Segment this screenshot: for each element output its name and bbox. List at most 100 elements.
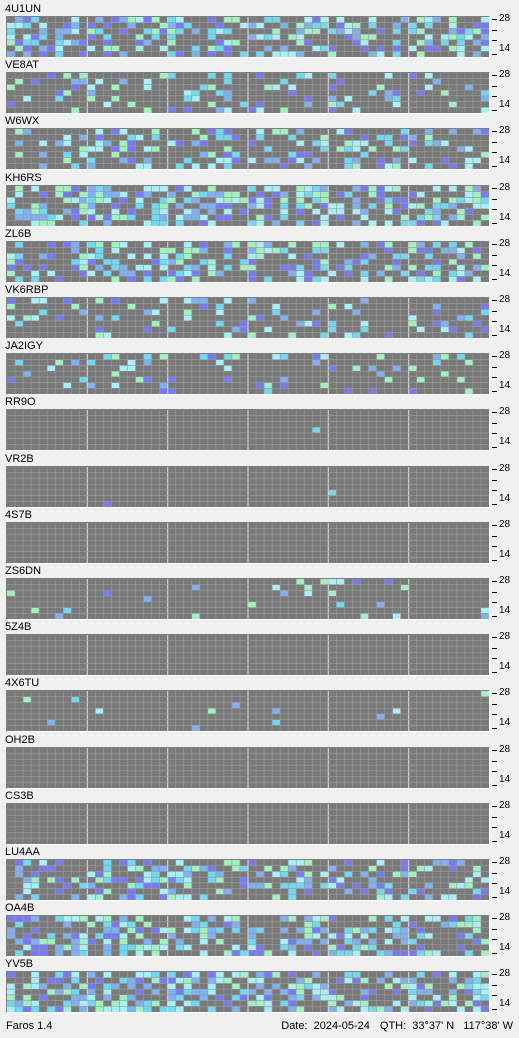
signal-cell <box>191 276 200 282</box>
signal-cell <box>432 860 441 866</box>
axis-label-bottom: 14 <box>499 268 511 279</box>
axis-tick <box>492 96 497 97</box>
signal-cell <box>352 157 361 164</box>
signal-cell <box>392 90 401 96</box>
axis-tick <box>492 939 497 940</box>
signal-cell <box>111 315 120 321</box>
signal-cell <box>312 972 321 978</box>
signal-cell <box>416 220 425 226</box>
signal-cell <box>127 134 136 141</box>
signal-cell <box>456 253 465 260</box>
signal-cell <box>376 157 385 164</box>
signal-cell <box>320 242 329 248</box>
signal-cell <box>328 489 337 496</box>
signal-cell <box>87 45 96 52</box>
signal-cell <box>384 916 393 922</box>
signal-cell <box>71 977 80 984</box>
signal-cell <box>119 860 128 866</box>
signal-cell <box>15 894 24 900</box>
signal-cell <box>199 894 208 900</box>
signal-cell <box>159 247 168 254</box>
signal-cell <box>31 972 40 978</box>
signal-cell <box>103 994 112 1001</box>
signal-cell <box>207 927 216 934</box>
signal-cell <box>7 303 16 310</box>
signal-cell <box>87 994 96 1001</box>
axis-tick <box>492 750 497 751</box>
signal-cell <box>376 163 385 169</box>
signal-cell <box>480 197 489 204</box>
propagation-grid <box>6 578 490 620</box>
signal-cell <box>47 989 56 995</box>
signal-cell <box>432 359 441 366</box>
propagation-grid-svg <box>7 748 489 788</box>
signal-cell <box>79 203 88 209</box>
signal-cell <box>151 208 160 215</box>
signal-cell <box>111 933 120 939</box>
signal-cell <box>103 944 112 951</box>
signal-cell <box>215 45 224 52</box>
signal-cell <box>135 916 144 922</box>
signal-cell <box>15 39 24 46</box>
signal-cell <box>191 197 200 204</box>
axis-tick <box>492 335 497 336</box>
signal-cell <box>280 197 289 204</box>
signal-cell <box>456 276 465 282</box>
station-panel: JA2IGY 28 14 <box>0 339 519 395</box>
axis-tick <box>492 862 497 863</box>
signal-cell <box>352 938 361 945</box>
signal-cell <box>472 865 481 872</box>
signal-cell <box>344 140 353 147</box>
signal-cell <box>135 950 144 956</box>
signal-cell <box>248 1000 257 1007</box>
signal-cell <box>304 921 313 928</box>
signal-cell <box>63 208 72 215</box>
signal-cell <box>47 933 56 939</box>
signal-cell <box>191 972 200 978</box>
signal-cell <box>119 28 128 35</box>
station-callsign: VE8AT <box>5 59 40 71</box>
signal-cell <box>376 894 385 900</box>
signal-cell <box>135 34 144 40</box>
signal-cell <box>175 938 184 945</box>
signal-cell <box>23 916 32 922</box>
signal-cell <box>39 203 48 209</box>
signal-cell <box>127 359 136 366</box>
signal-cell <box>135 977 144 984</box>
signal-cell <box>320 382 329 389</box>
signal-cell <box>368 938 377 945</box>
signal-cell <box>360 989 369 995</box>
signal-cell <box>159 45 168 52</box>
frequency-axis: 28 14 <box>492 519 519 564</box>
signal-cell <box>320 45 329 52</box>
signal-cell <box>400 270 409 277</box>
axis-tick <box>492 279 497 280</box>
signal-cell <box>432 45 441 52</box>
signal-cell <box>352 332 361 338</box>
signal-cell <box>376 191 385 198</box>
signal-cell <box>264 882 273 889</box>
signal-cell <box>135 933 144 939</box>
signal-cell <box>256 882 265 889</box>
signal-cell <box>296 140 305 147</box>
signal-cell <box>272 247 281 254</box>
signal-cell <box>360 927 369 934</box>
signal-cell <box>223 247 232 254</box>
signal-cell <box>223 146 232 152</box>
axis-label-bottom: 14 <box>499 830 511 841</box>
signal-cell <box>207 186 216 192</box>
signal-cell <box>472 276 481 282</box>
signal-cell <box>472 938 481 945</box>
signal-cell <box>143 983 152 990</box>
signal-cell <box>55 950 64 956</box>
axis-tick <box>492 672 497 673</box>
signal-cell <box>296 994 305 1001</box>
signal-cell <box>95 298 104 304</box>
signal-cell <box>320 247 329 254</box>
signal-cell <box>288 950 297 956</box>
signal-cell <box>135 163 144 169</box>
signal-cell <box>207 933 216 939</box>
signal-cell <box>440 39 449 46</box>
signal-cell <box>320 276 329 282</box>
signal-cell <box>207 101 216 108</box>
